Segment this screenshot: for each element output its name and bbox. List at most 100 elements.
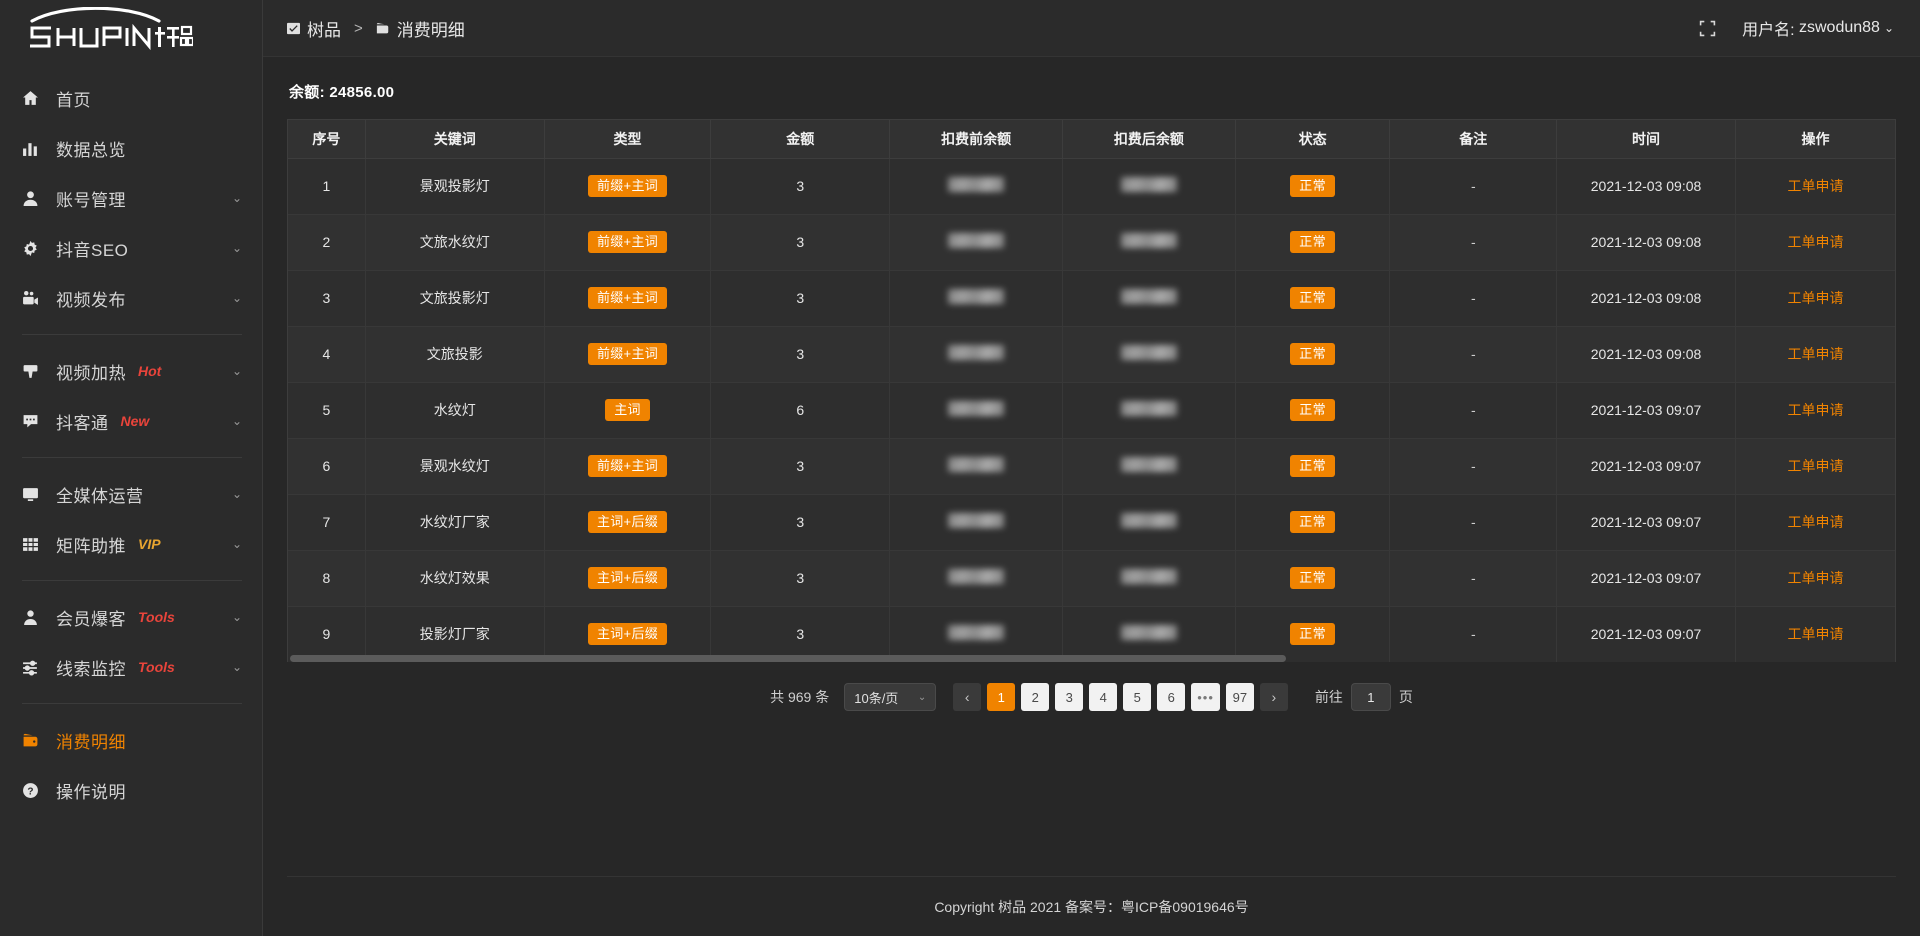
work-order-link[interactable]: 工单申请 (1787, 234, 1844, 250)
sidebar-item-douyin-seo[interactable]: 抖音SEO ⌄ (0, 223, 262, 273)
cell-balance-after (1062, 158, 1236, 215)
cell-no: 5 (288, 382, 366, 439)
cell-action: 工单申请 (1735, 214, 1895, 271)
sidebar-item-member-leads[interactable]: 会员爆客 Tools ⌄ (0, 592, 262, 642)
grid-icon (22, 536, 44, 553)
user-menu[interactable]: 用户名: zswodun88 ⌄ (1742, 16, 1894, 40)
pagination-page-4[interactable]: 4 (1089, 683, 1118, 711)
redacted-value (948, 401, 1005, 416)
cell-no: 2 (288, 214, 366, 271)
sidebar-item-consumption-detail[interactable]: 消费明细 (0, 715, 262, 765)
wallet-icon (376, 22, 390, 35)
cell-status: 正常 (1235, 550, 1391, 607)
sidebar-item-douketong[interactable]: 抖客通 New ⌄ (0, 396, 262, 446)
cell-amount: 3 (710, 270, 891, 327)
redacted-value (948, 177, 1005, 192)
sidebar-item-label: 首页 (56, 90, 91, 110)
pagination-ellipsis[interactable]: ••• (1191, 683, 1220, 711)
cell-type: 前缀+主词 (544, 214, 712, 271)
cell-no: 7 (288, 494, 366, 551)
cell-no: 8 (288, 550, 366, 607)
sidebar-item-label: 视频发布 (56, 290, 126, 310)
sidebar-item-video-boost[interactable]: 视频加热 Hot ⌄ (0, 346, 262, 396)
sidebar-item-label: 消费明细 (56, 732, 126, 752)
work-order-link[interactable]: 工单申请 (1787, 290, 1844, 306)
sidebar-item-instructions[interactable]: ? 操作说明 (0, 765, 262, 815)
pagination-page-5[interactable]: 5 (1123, 683, 1152, 711)
work-order-link[interactable]: 工单申请 (1787, 626, 1844, 642)
cell-type: 主词+后缀 (544, 550, 712, 607)
redacted-value (1120, 457, 1177, 472)
chevron-down-icon: ⌄ (231, 291, 242, 305)
cell-balance-after (1062, 214, 1236, 271)
type-tag: 前缀+主词 (587, 231, 668, 253)
cell-action: 工单申请 (1735, 270, 1895, 327)
sidebar-item-label: 账号管理 (56, 190, 126, 210)
cell-time: 2021-12-03 09:07 (1556, 550, 1736, 607)
main-area: 树品 > 消费明细 用户名: zswodun88 ⌄ (263, 0, 1920, 936)
table-row: 7 水纹灯厂家 主词+后缀 3 正常 -2021-12-03 09:07 工单申请 (288, 494, 1895, 551)
sidebar-item-account-management[interactable]: 账号管理 ⌄ (0, 173, 262, 223)
cell-no: 1 (288, 158, 366, 215)
pagination-page-97[interactable]: 97 (1225, 683, 1254, 711)
fullscreen-icon[interactable] (1699, 20, 1716, 37)
pagination-total: 共 969 条 (770, 689, 830, 705)
cell-balance-before (889, 214, 1063, 271)
cell-status: 正常 (1235, 326, 1391, 383)
pagination-prev[interactable]: ‹ (953, 683, 982, 711)
goto-unit: 页 (1398, 689, 1413, 705)
sidebar-item-omnimedia-ops[interactable]: 全媒体运营 ⌄ (0, 469, 262, 519)
sidebar-badge-vip: VIP (138, 536, 161, 552)
redacted-value (948, 289, 1005, 304)
sidebar-item-matrix-boost[interactable]: 矩阵助推 VIP ⌄ (0, 519, 262, 569)
sidebar-item-lead-monitor[interactable]: 线索监控 Tools ⌄ (0, 642, 262, 692)
pagination-page-1[interactable]: 1 (987, 683, 1016, 711)
cell-keyword: 文旅水纹灯 (365, 214, 545, 271)
sidebar-menu: 首页 数据总览 账号管理 ⌄ 抖音S (0, 57, 262, 936)
type-tag: 前缀+主词 (587, 455, 668, 477)
brand-logo[interactable] (0, 0, 262, 57)
work-order-link[interactable]: 工单申请 (1787, 178, 1844, 194)
redacted-value (1120, 289, 1177, 304)
scrollbar-thumb[interactable] (290, 655, 1287, 662)
status-badge: 正常 (1290, 567, 1335, 589)
cell-type: 前缀+主词 (544, 158, 712, 215)
cell-time: 2021-12-03 09:07 (1556, 438, 1736, 495)
consumption-table-container: 序号 关键词 类型 金额 扣费前余额 扣费后余额 状态 备注 时间 操作 1 景观 (287, 119, 1896, 662)
work-order-link[interactable]: 工单申请 (1787, 458, 1844, 474)
pagination-page-2[interactable]: 2 (1021, 683, 1050, 711)
status-badge: 正常 (1290, 231, 1335, 253)
user-label: 用户名: (1742, 22, 1795, 39)
goto-input[interactable] (1350, 683, 1391, 711)
pagination-page-3[interactable]: 3 (1055, 683, 1084, 711)
page-size-select[interactable]: 10条/页 ⌄ (844, 683, 937, 711)
sidebar-item-data-overview[interactable]: 数据总览 (0, 123, 262, 173)
column-header-balance-before: 扣费前余额 (889, 120, 1063, 159)
cell-action: 工单申请 (1735, 326, 1895, 383)
cell-amount: 3 (710, 326, 891, 383)
sidebar-badge-tools: Tools (138, 659, 175, 675)
cell-time: 2021-12-03 09:07 (1556, 494, 1736, 551)
sidebar-item-video-publish[interactable]: 视频发布 ⌄ (0, 273, 262, 323)
cell-time: 2021-12-03 09:08 (1556, 214, 1736, 271)
work-order-link[interactable]: 工单申请 (1787, 570, 1844, 586)
column-header-balance-after: 扣费后余额 (1062, 120, 1236, 159)
cell-status: 正常 (1235, 214, 1391, 271)
video-camera-icon (22, 290, 44, 307)
sidebar-item-label: 全媒体运营 (56, 486, 144, 506)
breadcrumb-current[interactable]: 消费明细 (376, 16, 465, 41)
table-horizontal-scrollbar[interactable] (288, 655, 1895, 662)
work-order-link[interactable]: 工单申请 (1787, 402, 1844, 418)
pagination-next[interactable]: › (1259, 683, 1288, 711)
redacted-value (1120, 513, 1177, 528)
work-order-link[interactable]: 工单申请 (1787, 514, 1844, 530)
sidebar-item-home[interactable]: 首页 (0, 73, 262, 123)
pagination-page-6[interactable]: 6 (1157, 683, 1186, 711)
breadcrumb-root[interactable]: 树品 (287, 16, 341, 41)
work-order-link[interactable]: 工单申请 (1787, 346, 1844, 362)
column-header-no: 序号 (288, 120, 366, 159)
status-badge: 正常 (1290, 399, 1335, 421)
breadcrumb-separator: > (354, 19, 363, 37)
